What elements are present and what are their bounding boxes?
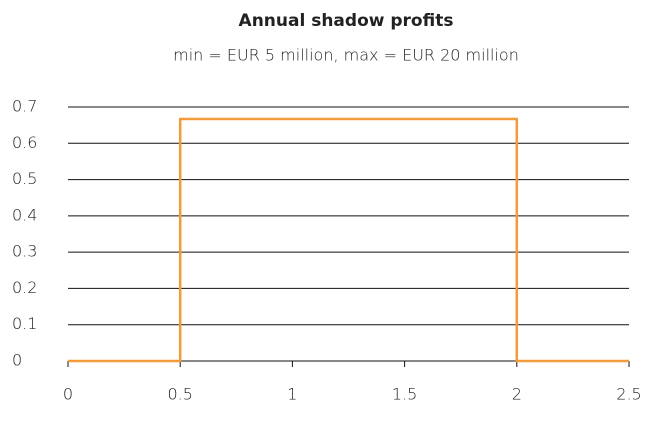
x-tick-label: 0	[63, 385, 73, 404]
y-tick-label: 0.3	[12, 242, 37, 261]
y-tick-label: 0.1	[12, 314, 37, 333]
x-tick-label: 2	[512, 385, 522, 404]
chart-title: Annual shadow profits	[239, 11, 454, 31]
y-tick-label: 0.4	[12, 205, 37, 224]
x-tick-label: 0.5	[167, 385, 192, 404]
y-tick-label: 0.5	[12, 169, 37, 188]
x-tick-label: 2.5	[616, 385, 641, 404]
y-tick-label: 0.6	[12, 133, 37, 152]
line-series	[68, 117, 629, 363]
x-tick-label: 1.5	[392, 385, 417, 404]
y-tick-label: 0.2	[12, 278, 37, 297]
x-tick-label: 1	[287, 385, 297, 404]
y-tick-label: 0	[12, 351, 22, 370]
y-tick-label: 0.7	[12, 97, 37, 116]
chart-subtitle: min = EUR 5 million, max = EUR 20 millio…	[173, 46, 519, 65]
